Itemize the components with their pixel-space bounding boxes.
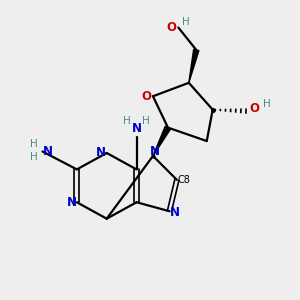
- Text: N: N: [67, 196, 76, 209]
- Text: O: O: [167, 21, 177, 34]
- Text: O: O: [249, 102, 259, 115]
- Text: O: O: [141, 90, 152, 103]
- Polygon shape: [153, 126, 171, 156]
- Text: N: N: [43, 145, 53, 158]
- Text: H: H: [262, 99, 270, 109]
- Text: N: N: [149, 145, 160, 158]
- Text: H: H: [30, 139, 38, 149]
- Text: C8: C8: [178, 175, 191, 185]
- Text: N: N: [132, 122, 142, 135]
- Text: N: N: [96, 146, 106, 160]
- Text: H: H: [142, 116, 150, 126]
- Text: H: H: [123, 116, 131, 126]
- Text: H: H: [30, 152, 38, 163]
- Text: H: H: [182, 17, 190, 27]
- Text: N: N: [170, 206, 180, 219]
- Polygon shape: [189, 50, 199, 83]
